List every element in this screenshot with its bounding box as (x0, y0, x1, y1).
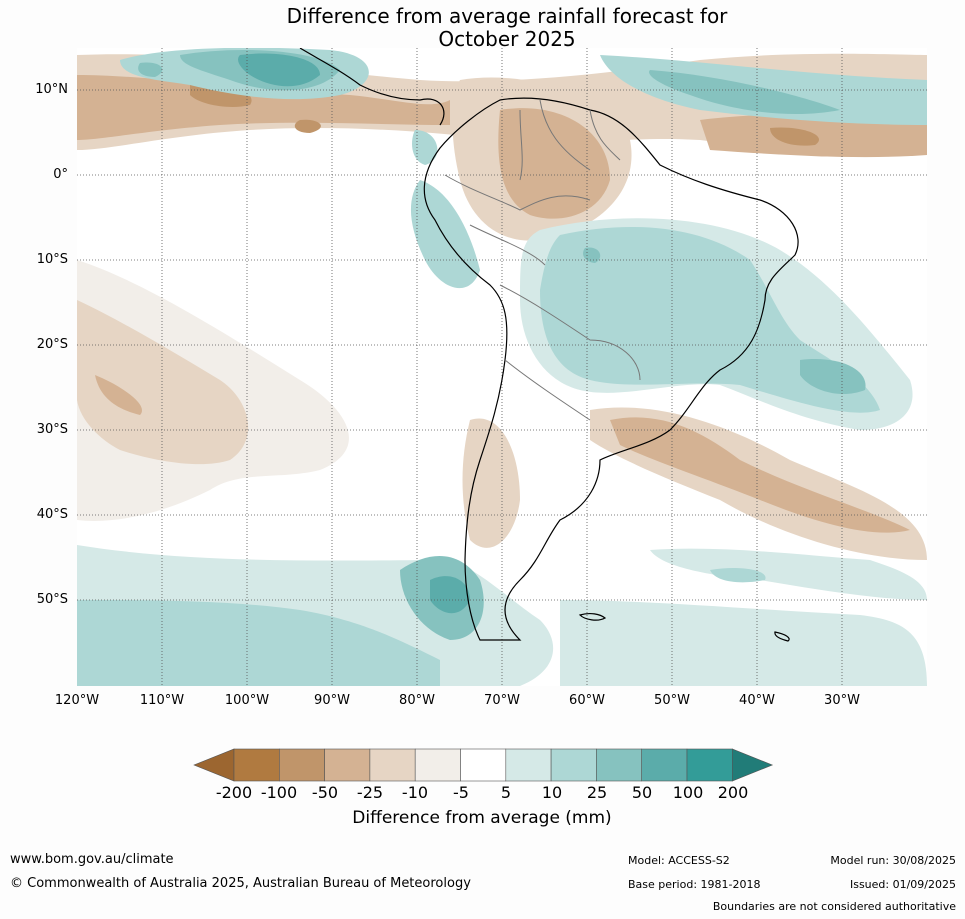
country-borders (444, 99, 641, 421)
colorbar-label: 5 (500, 783, 512, 802)
colorbar-label: 50 (631, 783, 653, 802)
website-text: www.bom.gov.au/climate (10, 852, 174, 867)
lon-label-80w: 80°W (399, 693, 435, 708)
map-title-line1: Difference from average rainfall forecas… (286, 4, 728, 28)
lat-label-10s: 10°S (36, 252, 68, 267)
lon-label-60w: 60°W (569, 693, 605, 708)
issued-text: Issued: 01/09/2025 (849, 878, 956, 891)
lon-label-110w: 110°W (139, 693, 185, 708)
colorbar-label: -5 (453, 783, 469, 802)
colorbar-label: -25 (356, 783, 384, 802)
south-america-coastline (299, 48, 799, 642)
lat-label-0: 0° (53, 167, 68, 182)
map-gridlines (77, 48, 927, 686)
lat-label-20s: 20°S (36, 337, 68, 352)
lon-label-50w: 50°W (654, 693, 690, 708)
colorbar-label: -50 (311, 783, 339, 802)
colorbar-title: Difference from average (mm) (352, 808, 612, 828)
lon-label-40w: 40°W (739, 693, 775, 708)
lon-label-90w: 90°W (314, 693, 350, 708)
lat-label-30s: 30°S (36, 422, 68, 437)
lat-label-10n: 10°N (35, 82, 68, 97)
lon-label-120w: 120°W (54, 693, 100, 708)
map-title-line2: October 2025 (438, 27, 576, 51)
lat-label-50s: 50°S (36, 592, 68, 607)
colorbar-label: 100 (672, 783, 704, 802)
disclaimer-text: Boundaries are not considered authoritat… (712, 900, 956, 913)
model-text: Model: ACCESS-S2 (628, 854, 730, 867)
lon-label-30w: 30°W (824, 693, 860, 708)
lon-label-100w: 100°W (224, 693, 270, 708)
model-run-text: Model run: 30/08/2025 (830, 854, 956, 867)
colorbar-label: 25 (586, 783, 608, 802)
copyright-text: © Commonwealth of Australia 2025, Austra… (10, 876, 471, 891)
colorbar-label: -100 (260, 783, 298, 802)
colorbar-label: -10 (401, 783, 429, 802)
colorbar-label: -200 (215, 783, 253, 802)
colorbar-label: 200 (717, 783, 749, 802)
lat-label-40s: 40°S (36, 507, 68, 522)
base-period-text: Base period: 1981-2018 (628, 878, 761, 891)
colorbar-label: 10 (541, 783, 563, 802)
lon-label-70w: 70°W (484, 693, 520, 708)
